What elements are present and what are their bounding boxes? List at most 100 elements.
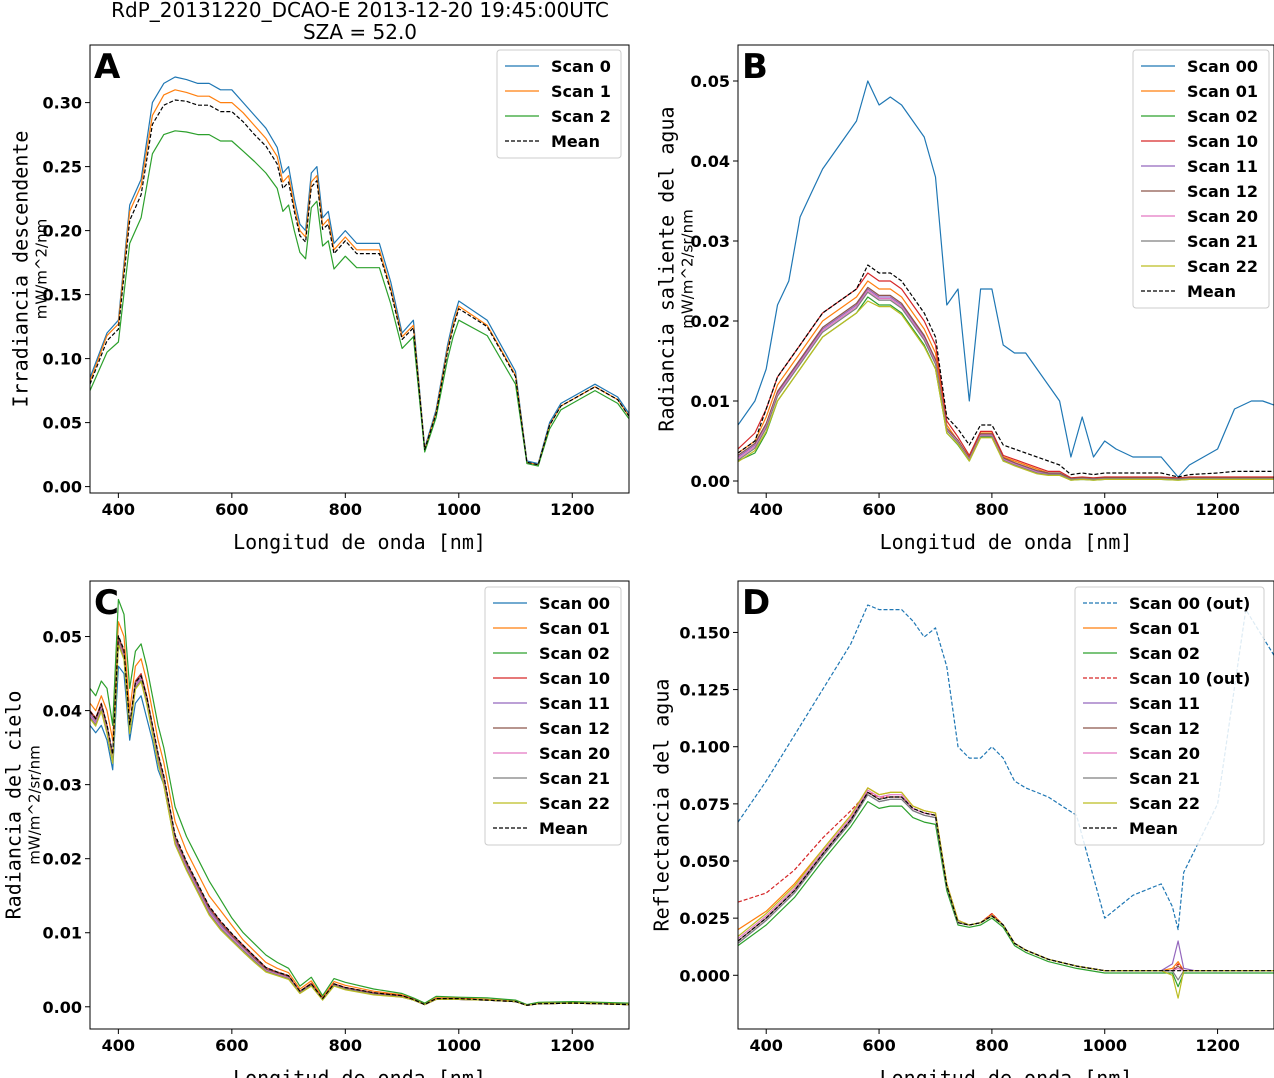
- y-tick-label: 0.10: [43, 350, 82, 369]
- y-tick-label: 0.075: [679, 795, 730, 814]
- x-tick-label: 800: [975, 500, 1008, 519]
- y-tick-label: 0.03: [691, 232, 730, 251]
- series-line-scan-22: [90, 644, 629, 1006]
- x-tick-label: 800: [975, 1036, 1008, 1055]
- y-axis-unit: mW/m^2/sr/nm: [26, 745, 44, 864]
- y-tick-label: 0.01: [691, 392, 730, 411]
- legend-entry: Scan 11: [539, 694, 610, 713]
- x-tick-label: 1200: [550, 500, 595, 519]
- y-tick-label: 0.050: [679, 852, 730, 871]
- legend-entry: Scan 20: [1129, 744, 1200, 763]
- series-line-scan-02: [90, 598, 629, 1006]
- y-tick-label: 0.00: [691, 472, 730, 491]
- legend-entry: Mean: [539, 819, 588, 838]
- series-line-scan-2: [90, 130, 629, 467]
- legend-entry: Scan 01: [1187, 82, 1258, 101]
- x-tick-label: 1200: [1195, 500, 1240, 519]
- series-line-scan-01: [90, 621, 629, 1006]
- series-line-mean: [90, 635, 629, 1006]
- legend-entry: Scan 12: [1129, 719, 1200, 738]
- panel-a: 400 600 800 1000 1200 0.00 0.05 0.10 0.15 0.20 0.2…: [9, 44, 630, 554]
- legend-entry: Mean: [1187, 282, 1236, 301]
- legend-entry: Mean: [1129, 819, 1178, 838]
- x-tick-label: 800: [329, 1036, 362, 1055]
- y-tick-label: 0.05: [691, 72, 730, 91]
- axes-frame: [737, 580, 1274, 1030]
- y-tick-label: 0.100: [679, 738, 730, 757]
- figure-title-line1: RdP_20131220_DCAO-E 2013-12-20 19:45:00U…: [111, 0, 609, 22]
- legend-entry: Scan 20: [1187, 207, 1258, 226]
- x-tick-label: 400: [102, 1036, 135, 1055]
- series-line-scan-21: [738, 291, 1274, 480]
- series-line-scan-10-out: [738, 791, 1274, 972]
- legend-entry: Scan 11: [1187, 157, 1258, 176]
- legend-box: [1074, 586, 1265, 846]
- series-line-scan-10: [738, 272, 1274, 479]
- x-tick-label: 400: [750, 500, 783, 519]
- x-tick-label: 1000: [437, 500, 482, 519]
- y-tick-label: 0.04: [691, 152, 730, 171]
- panel-letter: D: [742, 583, 770, 623]
- legend-box: [484, 586, 622, 846]
- axes-frame: [737, 44, 1274, 494]
- x-tick-label: 400: [102, 500, 135, 519]
- legend-entry: Scan 12: [1187, 182, 1258, 201]
- y-tick-label: 0.03: [43, 776, 82, 795]
- y-axis-label: Radiancia del cielo: [2, 691, 26, 920]
- panel-b: 400 600 800 1000 1200 0.00 0.01 0.02 0.03 0.04 0.0…: [655, 44, 1274, 554]
- legend-entry: Scan 22: [1187, 257, 1258, 276]
- legend-entry: Scan 21: [539, 769, 610, 788]
- legend-box: [1132, 49, 1270, 309]
- series-line-scan-11: [738, 288, 1274, 480]
- x-tick-label: 1000: [437, 1036, 482, 1055]
- legend-entry: Scan 00: [539, 594, 610, 613]
- series-line-scan-22: [738, 300, 1274, 481]
- legend-entry: Scan 10: [1187, 132, 1258, 151]
- panel-d: 400 600 800 1000 1200 0.000 0.025 0.050 0.075 0.1…: [650, 580, 1274, 1078]
- panel-letter: C: [94, 583, 119, 623]
- series-line-scan-02: [738, 296, 1274, 481]
- y-tick-label: 0.00: [43, 478, 82, 497]
- figure-title-line2: SZA = 52.0: [303, 20, 417, 44]
- legend-entry: Scan 02: [539, 644, 610, 663]
- series-group: [90, 76, 629, 467]
- series-line-scan-00-out: [738, 604, 1274, 931]
- y-tick-label: 0.30: [43, 94, 82, 113]
- series-line-mean: [738, 791, 1274, 972]
- x-axis-label: Longitud de onda [nm]: [233, 530, 486, 554]
- series-group: [738, 80, 1274, 481]
- legend-entry: Scan 22: [539, 794, 610, 813]
- series-line-scan-01: [738, 280, 1274, 480]
- x-tick-label: 600: [862, 1036, 895, 1055]
- y-tick-label: 0.20: [43, 222, 82, 241]
- series-group: [90, 598, 629, 1006]
- x-axis-label: Longitud de onda [nm]: [880, 1066, 1133, 1078]
- y-tick-label: 0.05: [43, 414, 82, 433]
- y-tick-label: 0.125: [679, 681, 730, 700]
- series-line-scan-12: [738, 286, 1274, 480]
- x-tick-label: 1200: [550, 1036, 595, 1055]
- x-axis-label: Longitud de onda [nm]: [880, 530, 1133, 554]
- legend-entry: Scan 20: [539, 744, 610, 763]
- y-tick-label: 0.05: [43, 628, 82, 647]
- y-tick-label: 0.02: [691, 312, 730, 331]
- y-tick-label: 0.000: [679, 966, 730, 985]
- legend-entry: Scan 10 (out): [1129, 669, 1250, 688]
- legend-entry: Scan 0: [551, 57, 611, 76]
- y-tick-label: 0.25: [43, 158, 82, 177]
- panel-c: 400 600 800 1000 1200 0.00 0.01 0.02 0.03 0.04 0.0…: [2, 580, 630, 1078]
- x-tick-label: 800: [329, 500, 362, 519]
- y-axis-label: Reflectancia del agua: [650, 679, 674, 932]
- x-tick-label: 600: [215, 1036, 248, 1055]
- y-axis-unit: mW/m^2/nm: [33, 219, 51, 319]
- x-tick-label: 600: [862, 500, 895, 519]
- y-axis-label: Irradiancia descendente: [9, 131, 33, 408]
- axes-frame: [89, 580, 630, 1030]
- y-tick-label: 0.00: [43, 998, 82, 1017]
- legend-entry: Scan 02: [1129, 644, 1200, 663]
- y-axis-label: Radiancia saliente del agua: [655, 106, 679, 431]
- series-line-mean: [90, 99, 629, 466]
- series-line-scan-0: [90, 76, 629, 465]
- x-tick-label: 400: [750, 1036, 783, 1055]
